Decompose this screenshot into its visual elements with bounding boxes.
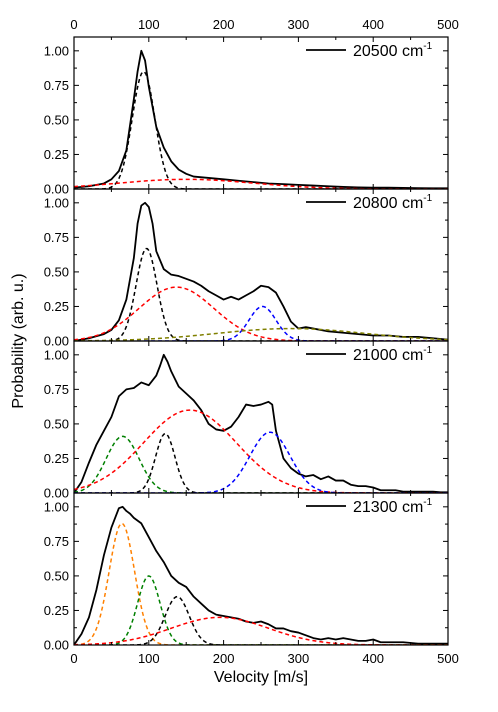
x-tick-label-top: 400: [362, 17, 384, 32]
panel-3-series-5-fit: [74, 431, 448, 493]
panel-1-series-1-data: [74, 49, 448, 189]
x-tick-label-top: 100: [138, 17, 160, 32]
y-tick-label: 1.00: [44, 43, 69, 58]
y-tick-label: 0.75: [44, 78, 69, 93]
x-tick-label-bottom: 400: [362, 651, 384, 666]
x-axis-title: Velocity [m/s]: [214, 669, 308, 686]
panel-3-series-4-fit: [74, 409, 448, 493]
legend-label: 20800 cm-1: [353, 193, 433, 212]
x-tick-label-bottom: 100: [138, 651, 160, 666]
x-tick-label-bottom: 200: [213, 651, 235, 666]
panel-4-series-2-fit: [74, 522, 448, 645]
panel-2-series-2-fit: [74, 247, 448, 341]
x-tick-label-bottom: 300: [288, 651, 310, 666]
panel-3-curves: [74, 353, 448, 493]
panel-3-series-1-data: [74, 353, 448, 493]
legend-superscript: -1: [423, 345, 432, 356]
y-tick-label: 0.25: [44, 147, 69, 162]
panel-2: 0.00 0.25 0.50 0.75 1.00 20800 cm-1: [44, 188, 449, 349]
y-tick-label: 0.50: [44, 112, 69, 127]
x-tick-label-top: 200: [213, 17, 235, 32]
y-tick-label: 1.00: [44, 347, 69, 362]
y-tick-label: 1.00: [44, 195, 69, 210]
panel-3-series-2-fit: [74, 435, 448, 493]
panel-2-legend: 20800 cm-1: [306, 193, 433, 212]
x-tick-label-bottom: 0: [70, 651, 77, 666]
legend-superscript: -1: [423, 497, 432, 508]
y-tick-label: 0.75: [44, 534, 69, 549]
legend-label: 20500 cm-1: [353, 41, 433, 60]
y-tick-label: 0.75: [44, 230, 69, 245]
y-tick-label: 0.25: [44, 299, 69, 314]
y-tick-label: 0.00: [44, 182, 69, 197]
x-tick-label-bottom: 500: [437, 651, 459, 666]
y-tick-label: 0.25: [44, 451, 69, 466]
y-tick-label: 0.50: [44, 264, 69, 279]
y-tick-label: 0.75: [44, 382, 69, 397]
legend-superscript: -1: [423, 193, 432, 204]
y-tick-label: 0.00: [44, 486, 69, 501]
panel-4-series-3-fit: [74, 575, 448, 645]
panel-4-curves: [74, 505, 448, 645]
x-tick-label-top: 300: [288, 17, 310, 32]
x-tick-label-top: 0: [70, 17, 77, 32]
panel-4: 0.00 0.25 0.50 0.75 1.00 21300 cm-1: [44, 492, 449, 653]
panel-2-series-3-fit: [74, 286, 448, 341]
y-tick-label: 0.00: [44, 334, 69, 349]
legend-label: 21000 cm-1: [353, 345, 433, 364]
panel-4-series-1-data: [74, 505, 448, 645]
panel-2-curves: [74, 201, 448, 341]
legend-superscript: -1: [423, 41, 432, 52]
y-tick-label: 0.00: [44, 638, 69, 653]
panels-layer: 0.000.250.500.751.00 20500 cm-10.000.250.…: [44, 17, 459, 666]
x-tick-label-top: 500: [437, 17, 459, 32]
y-tick-label: 0.50: [44, 568, 69, 583]
y-tick-label: 0.25: [44, 603, 69, 618]
panel-1-legend: 20500 cm-1: [306, 41, 433, 60]
legend-label: 21300 cm-1: [353, 497, 433, 516]
panel-3-legend: 21000 cm-1: [306, 345, 433, 364]
panel-2-series-1-data: [74, 201, 448, 341]
panel-1-curves: [74, 49, 448, 189]
panel-1: 0.00 0.25 0.50 0.75 1.00 20500 cm-1: [44, 36, 449, 197]
panel-4-legend: 21300 cm-1: [306, 497, 433, 516]
y-axis-title: Probability (arb. u.): [10, 273, 27, 408]
panel-1-series-2-fit: [74, 71, 448, 189]
y-tick-label: 1.00: [44, 499, 69, 514]
y-tick-label: 0.50: [44, 416, 69, 431]
panel-3: 0.00 0.25 0.50 0.75 1.00 21000 cm-1: [44, 340, 449, 501]
